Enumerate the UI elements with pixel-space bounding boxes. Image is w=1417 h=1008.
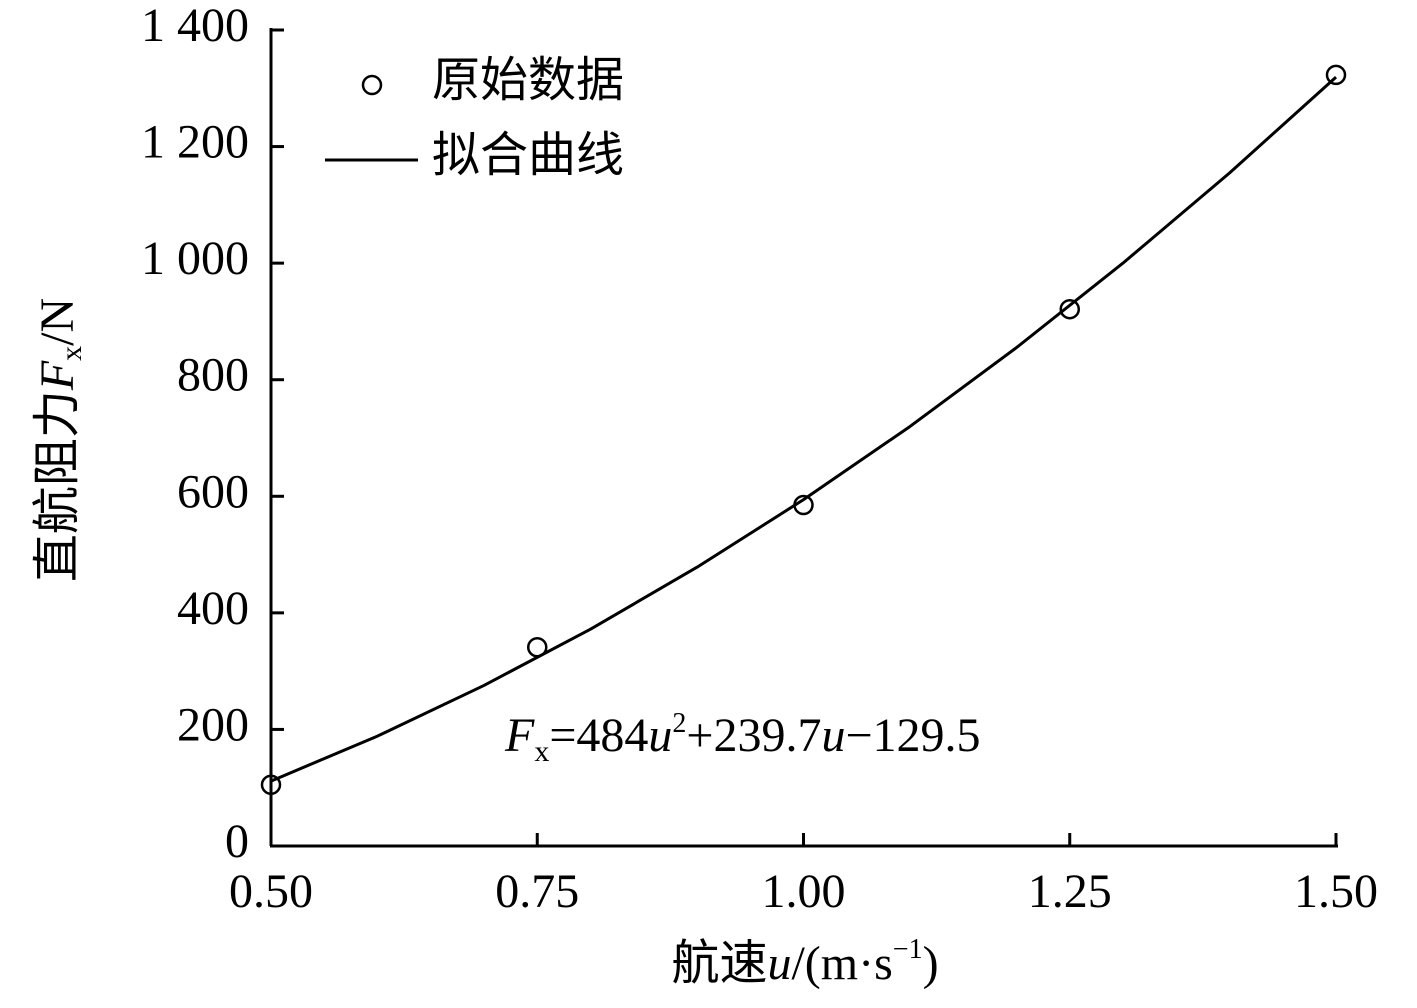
y-tick-label: 0 <box>225 815 249 868</box>
y-label-part: F <box>31 360 84 391</box>
y-tick-label: 600 <box>177 465 249 518</box>
y-tick-label: 1 200 <box>141 116 249 169</box>
x-tick-label: 1.25 <box>1028 865 1112 918</box>
legend-label: 拟合曲线 <box>432 129 624 182</box>
x-axis-label: 航速u/(m·s−1) <box>671 934 938 990</box>
y-tick-label: 1 400 <box>141 0 249 52</box>
x-tick-label: 0.75 <box>495 865 579 918</box>
x-tick-label: 1.50 <box>1294 865 1378 918</box>
x-tick-label: 0.50 <box>229 865 313 918</box>
data-point <box>1325 64 1347 86</box>
data-point <box>1059 298 1080 320</box>
y-tick-label: 200 <box>177 698 249 751</box>
y-label-part: /N <box>31 298 84 346</box>
x-label-part: 航速 <box>671 937 767 990</box>
equation-part: u <box>821 709 845 762</box>
x-tick-label: 1.00 <box>762 865 846 918</box>
y-tick-label: 400 <box>177 582 249 635</box>
data-point <box>260 774 282 796</box>
y-label-part: 直航阻力 <box>31 390 84 582</box>
x-label-part: ) <box>923 937 939 990</box>
x-label-part: /(m·s <box>791 937 892 990</box>
y-tick-label: 800 <box>177 349 249 402</box>
x-label-part: −1 <box>893 934 923 965</box>
equation-part: F <box>504 709 535 762</box>
y-axis-label: 直航阻力Fx/N <box>31 298 88 582</box>
equation-part: =484 <box>549 709 648 762</box>
legend-marker <box>361 74 383 96</box>
equation-part: −129.5 <box>845 709 980 762</box>
fit-equation: Fx=484u2+239.7u−129.5 <box>504 708 981 767</box>
equation-part: 2 <box>672 708 686 739</box>
fit-line <box>270 76 1338 783</box>
equation-part: +239.7 <box>686 709 821 762</box>
x-label-part: u <box>767 937 791 990</box>
y-label-part: x <box>55 346 88 361</box>
legend-label: 原始数据 <box>432 54 624 107</box>
y-tick-label: 1 000 <box>141 232 249 285</box>
equation-part: x <box>534 735 549 768</box>
equation-part: u <box>648 709 672 762</box>
